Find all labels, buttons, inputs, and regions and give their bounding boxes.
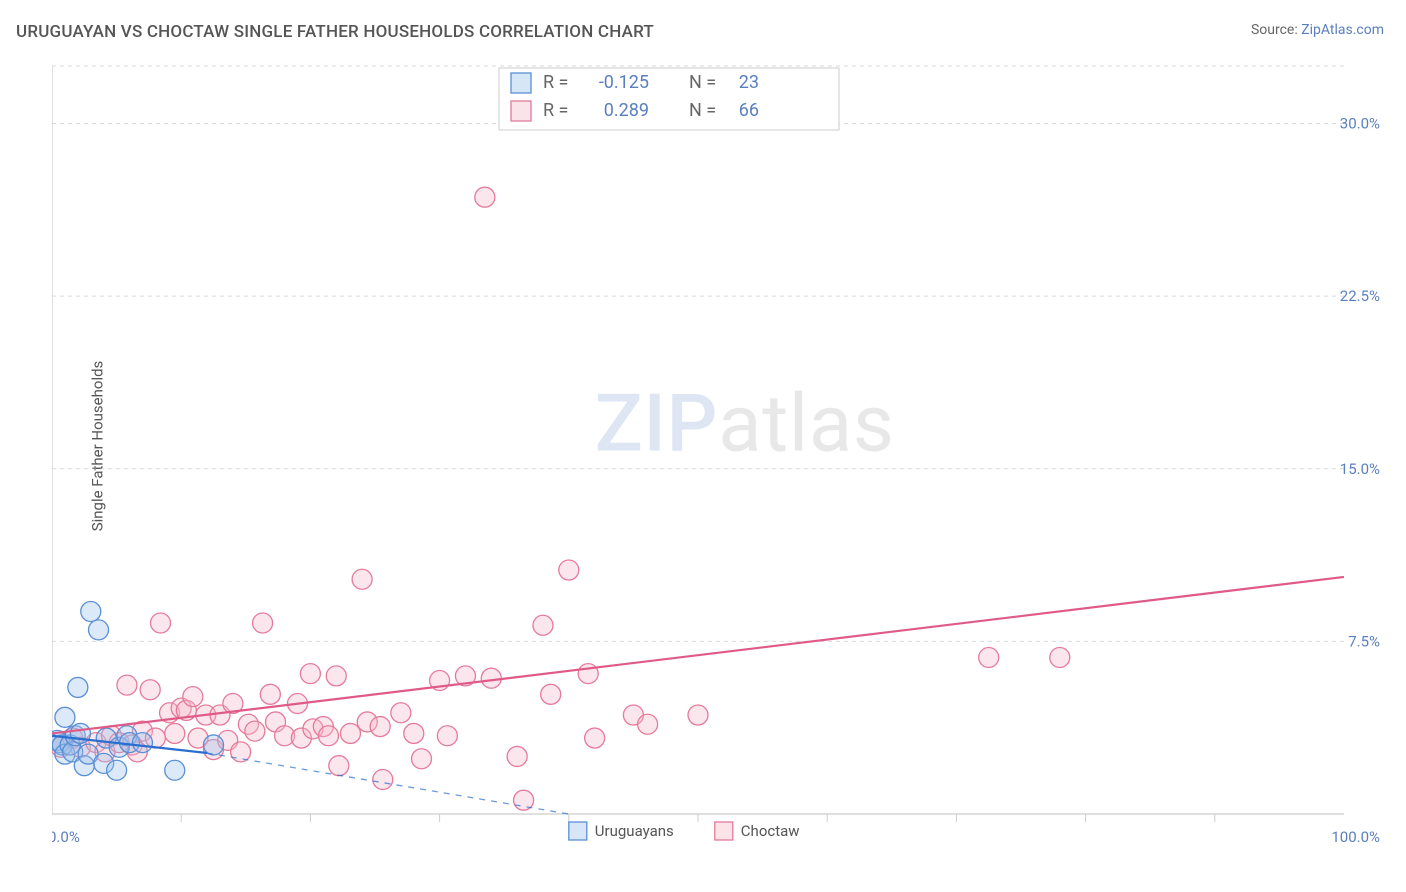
legend-series-label: Uruguayans bbox=[595, 822, 674, 840]
data-point bbox=[391, 703, 411, 723]
data-point bbox=[507, 746, 527, 766]
data-point bbox=[89, 620, 109, 640]
data-point bbox=[55, 707, 75, 727]
data-point bbox=[370, 717, 390, 737]
source-link[interactable]: ZipAtlas.com bbox=[1301, 22, 1384, 38]
data-point bbox=[326, 666, 346, 686]
data-point bbox=[183, 687, 203, 707]
chart-plot-area: 7.5% 15.0% 22.5% 30.0% 0.0% 100.0% ZIPatlas R =… bbox=[52, 54, 1382, 844]
x-tick-label: 0.0% bbox=[52, 828, 80, 844]
y-tick-label: 7.5% bbox=[1348, 632, 1380, 650]
data-point bbox=[140, 680, 160, 700]
data-point bbox=[1050, 647, 1070, 667]
legend-n-value: 23 bbox=[739, 72, 759, 93]
data-point bbox=[165, 760, 185, 780]
data-point bbox=[533, 615, 553, 635]
data-point bbox=[81, 601, 101, 621]
data-point bbox=[412, 749, 432, 769]
data-point bbox=[340, 723, 360, 743]
data-point bbox=[329, 756, 349, 776]
y-tick-label: 15.0% bbox=[1340, 460, 1380, 478]
svg-text:N =: N = bbox=[689, 72, 716, 93]
data-point bbox=[688, 705, 708, 725]
data-point bbox=[979, 647, 999, 667]
data-point bbox=[437, 726, 457, 746]
source-label: Source: bbox=[1251, 22, 1301, 38]
data-point bbox=[300, 664, 320, 684]
svg-text:N =: N = bbox=[689, 100, 716, 121]
data-point bbox=[638, 714, 658, 734]
legend-r-value: -0.125 bbox=[599, 72, 649, 93]
legend-n-value: 66 bbox=[739, 100, 759, 121]
y-tick-label: 22.5% bbox=[1340, 287, 1380, 305]
data-point bbox=[352, 569, 372, 589]
source-attribution: Source: ZipAtlas.com bbox=[1251, 22, 1384, 38]
data-point bbox=[585, 728, 605, 748]
data-point bbox=[318, 726, 338, 746]
data-point bbox=[541, 684, 561, 704]
data-point bbox=[68, 677, 88, 697]
x-tick-label: 100.0% bbox=[1331, 828, 1380, 844]
data-point bbox=[107, 760, 127, 780]
chart-title: URUGUAYAN VS CHOCTAW SINGLE FATHER HOUSE… bbox=[16, 22, 654, 42]
data-point bbox=[245, 721, 265, 741]
data-point bbox=[475, 187, 495, 207]
legend-swatch bbox=[569, 822, 587, 840]
data-point bbox=[253, 613, 273, 633]
data-point bbox=[404, 723, 424, 743]
chart-svg: 7.5% 15.0% 22.5% 30.0% 0.0% 100.0% ZIPatlas R =… bbox=[52, 54, 1382, 844]
legend-swatch bbox=[511, 101, 531, 121]
watermark: ZIPatlas bbox=[595, 376, 895, 470]
data-point bbox=[132, 733, 152, 753]
svg-text:R =: R = bbox=[543, 100, 568, 121]
legend-r-value: 0.289 bbox=[604, 100, 649, 121]
data-point bbox=[117, 675, 137, 695]
legend-series-label: Choctaw bbox=[741, 822, 800, 840]
legend-swatch bbox=[715, 822, 733, 840]
data-point bbox=[165, 723, 185, 743]
data-point bbox=[231, 742, 251, 762]
svg-text:R =: R = bbox=[543, 72, 568, 93]
data-point bbox=[260, 684, 280, 704]
data-point bbox=[373, 769, 393, 789]
data-point bbox=[151, 613, 171, 633]
data-point bbox=[481, 668, 501, 688]
legend-swatch bbox=[511, 73, 531, 93]
y-tick-label: 30.0% bbox=[1340, 115, 1380, 133]
data-point bbox=[559, 560, 579, 580]
